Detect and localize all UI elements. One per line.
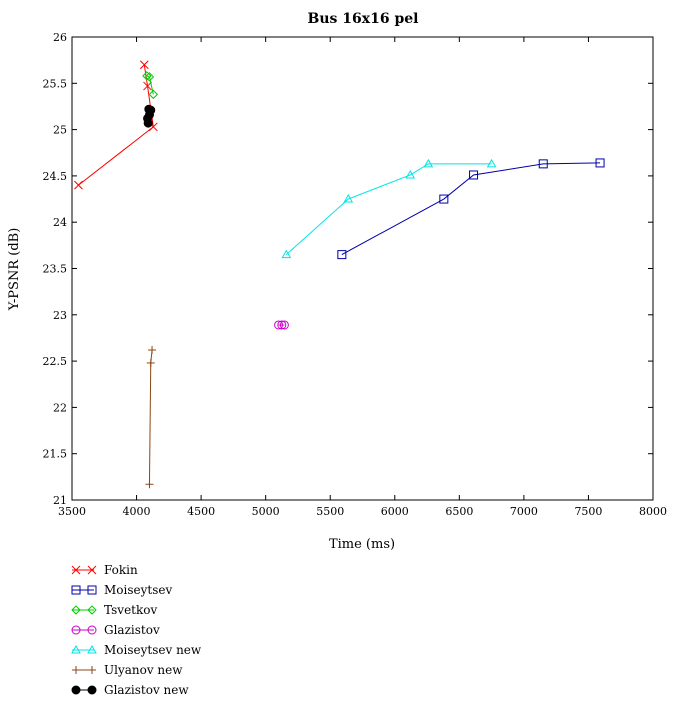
legend-marker	[87, 644, 97, 654]
data-point-moiseytsev	[337, 250, 347, 260]
data-point-ulyanov-new	[146, 358, 155, 367]
legend-item-glazistov-new: Glazistov new	[71, 683, 189, 697]
legend-label: Glazistov	[104, 623, 160, 637]
legend-marker	[72, 666, 80, 674]
legend-marker	[87, 585, 97, 595]
y-tick-label: 24	[53, 216, 67, 229]
legend-marker	[87, 685, 97, 695]
legend-marker	[71, 605, 81, 615]
data-point-fokin	[143, 81, 152, 91]
y-tick-label: 24.5	[43, 170, 68, 183]
series-ulyanov-new	[145, 345, 157, 489]
y-axis-label: Y-PSNR (dB)	[7, 228, 22, 312]
y-tick-label: 23	[53, 309, 67, 322]
series-line-ulyanov-new	[148, 349, 153, 485]
data-point-moiseytsev-new	[405, 169, 416, 179]
data-point-moiseytsev	[439, 194, 449, 204]
legend-marker	[88, 666, 96, 674]
legend-label: Glazistov new	[104, 683, 189, 697]
data-point-ulyanov-new	[145, 480, 154, 489]
series-line-moiseytsev-new	[285, 163, 492, 255]
y-tick-label: 22	[53, 401, 67, 414]
y-tick-label: 21.5	[43, 448, 68, 461]
data-point-tsvetkov	[144, 72, 155, 82]
legend: Fokin Moiseytsev Tsvetkov Glazistov Moiseyts…	[71, 563, 202, 697]
legend-marker	[71, 585, 81, 595]
legend-marker	[87, 565, 97, 575]
y-tick-label: 25.5	[43, 77, 68, 90]
x-tick-label: 4000	[123, 505, 151, 518]
series-glazistov	[274, 320, 289, 330]
data-point-glazistov	[277, 320, 287, 330]
x-tick-label: 6000	[381, 505, 409, 518]
series-line-moiseytsev	[341, 162, 601, 256]
legend-item-tsvetkov: Tsvetkov	[71, 603, 157, 617]
y-tick-label: 23.5	[43, 263, 68, 276]
data-point-glazistov	[274, 320, 284, 330]
data-point-moiseytsev-new	[423, 158, 434, 168]
data-point-ulyanov-new	[148, 345, 157, 354]
x-tick-label: 5500	[316, 505, 344, 518]
data-point-glazistov	[279, 320, 289, 330]
data-point-tsvetkov	[148, 89, 159, 100]
series-layer	[74, 60, 605, 489]
y-tick-label: 26	[53, 31, 67, 44]
legend-item-fokin: Fokin	[71, 563, 138, 577]
data-point-fokin	[139, 60, 149, 70]
chart-title: Bus 16x16 pel	[308, 11, 419, 27]
x-tick-label: 7500	[574, 505, 602, 518]
data-point-moiseytsev	[469, 170, 479, 180]
x-tick-label: 7000	[510, 505, 538, 518]
legend-item-moiseytsev: Moiseytsev	[71, 583, 172, 597]
data-point-moiseytsev-new	[343, 194, 354, 203]
legend-marker	[87, 605, 97, 615]
legend-label: Moiseytsev new	[104, 643, 202, 657]
series-line-fokin	[78, 64, 154, 186]
x-axis-label: Time (ms)	[329, 537, 395, 552]
x-tick-label: 3500	[58, 505, 86, 518]
legend-marker	[71, 565, 81, 575]
x-tick-label: 4500	[187, 505, 215, 518]
data-point-fokin	[74, 180, 83, 190]
legend-label: Fokin	[104, 563, 138, 577]
legend-marker	[87, 625, 97, 635]
data-point-moiseytsev-new	[486, 158, 497, 168]
y-tick-label: 22.5	[43, 355, 68, 368]
legend-item-ulyanov-new: Ulyanov new	[72, 663, 183, 677]
legend-label: Ulyanov new	[104, 663, 183, 677]
legend-marker	[71, 685, 81, 695]
x-tick-label: 5000	[252, 505, 280, 518]
data-point-moiseytsev	[595, 158, 605, 168]
x-tick-label: 6500	[445, 505, 473, 518]
data-point-tsvetkov	[142, 71, 152, 81]
data-point-moiseytsev	[538, 159, 548, 169]
data-point-glazistov-new	[144, 104, 154, 114]
y-tick-label: 25	[53, 124, 67, 137]
y-tick-label: 21	[53, 494, 67, 507]
series-glazistov-new	[143, 104, 156, 128]
data-point-moiseytsev-new	[281, 249, 292, 259]
legend-marker	[71, 625, 81, 635]
series-moiseytsev	[337, 158, 605, 260]
legend-item-moiseytsev-new: Moiseytsev new	[71, 643, 202, 657]
legend-label: Tsvetkov	[104, 603, 157, 617]
plot-area	[71, 36, 654, 501]
y-axis: 21 21.5 22 22.5 23 23.5 24 24.5 25 25.5 26	[43, 31, 653, 507]
x-tick-label: 8000	[639, 505, 667, 518]
series-moiseytsev-new	[281, 158, 497, 259]
legend-item-glazistov: Glazistov	[71, 623, 160, 637]
legend-marker	[71, 644, 81, 654]
legend-label: Moiseytsev	[104, 583, 172, 597]
x-axis: 3500 4000 4500 5000 5500 6000 6500 7000 7500 8000	[58, 37, 667, 518]
series-tsvetkov	[142, 71, 159, 100]
